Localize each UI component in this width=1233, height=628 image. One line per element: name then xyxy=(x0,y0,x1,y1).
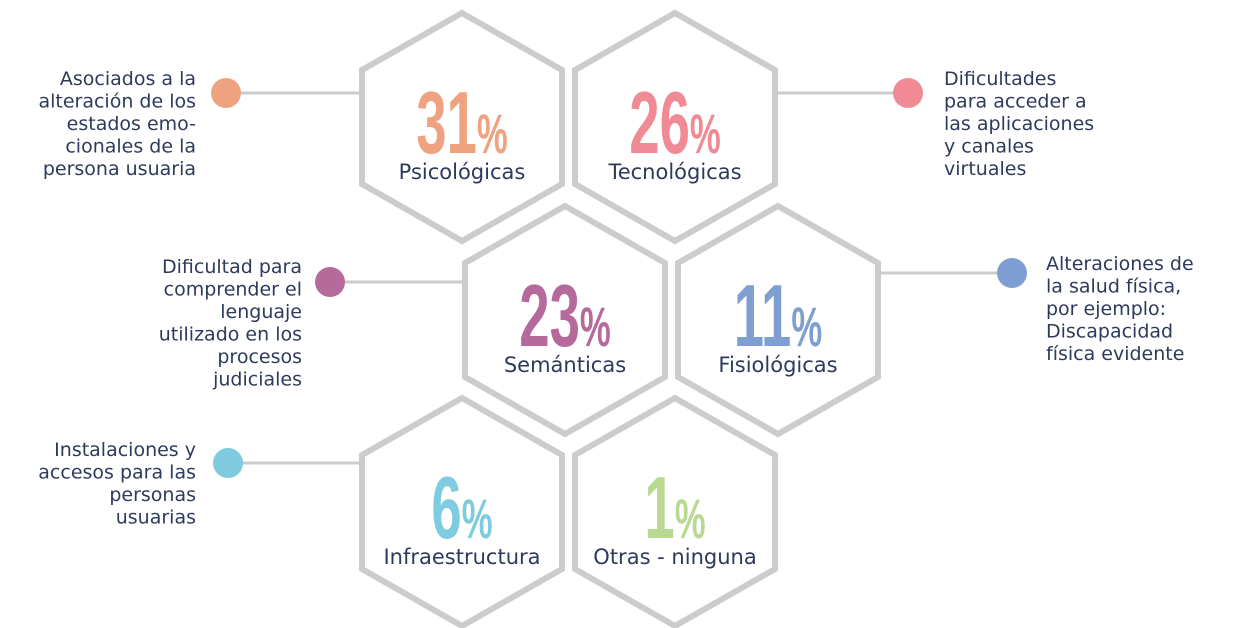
unit: % xyxy=(580,296,611,359)
description-line: Alteraciones de xyxy=(1046,253,1194,275)
description-line: las aplicaciones xyxy=(944,113,1094,135)
percentage: 6% xyxy=(431,459,492,558)
description-line: persona usuaria xyxy=(43,158,196,180)
description-line: lenguaje xyxy=(220,301,302,323)
percentage-text: 23% xyxy=(519,267,611,366)
description-line: Dificultad para xyxy=(162,256,302,278)
value: 11 xyxy=(734,267,792,366)
description-line: la salud física, xyxy=(1046,276,1181,298)
value: 26 xyxy=(629,74,690,173)
description-line: Instalaciones y xyxy=(54,439,196,461)
unit: % xyxy=(675,488,706,551)
hexagon xyxy=(572,394,778,628)
value: 6 xyxy=(431,459,461,558)
description-line: alteración de los xyxy=(38,91,196,113)
description-line: procesos xyxy=(217,346,302,368)
description: Dificultad para comprender el lenguaje util… xyxy=(159,256,302,391)
unit: % xyxy=(477,103,508,166)
description-line: por ejemplo: xyxy=(1046,298,1166,320)
hexagon xyxy=(572,9,778,245)
percentage-text: 11% xyxy=(734,267,823,366)
category-label: Tecnológicas xyxy=(607,160,741,184)
percentage-text: 6% xyxy=(431,459,492,558)
dot xyxy=(893,78,923,108)
hexagon xyxy=(359,9,565,245)
dot xyxy=(315,267,345,297)
description-line: física evidente xyxy=(1046,343,1184,365)
description-line: Dificultades xyxy=(944,68,1056,90)
percentage-text: 26% xyxy=(629,74,721,173)
description-line: para acceder a xyxy=(944,91,1087,113)
unit: % xyxy=(462,488,493,551)
unit: % xyxy=(690,103,721,166)
percentage-text: 31% xyxy=(416,74,508,173)
percentage: 23% xyxy=(519,267,611,366)
description-line: comprender el xyxy=(164,279,302,301)
percentage: 1% xyxy=(644,459,705,558)
value: 31 xyxy=(416,74,477,173)
category-label: Fisiológicas xyxy=(718,353,837,377)
category-label: Semánticas xyxy=(504,353,626,377)
value: 23 xyxy=(519,267,580,366)
description: Dificultades para acceder a las aplicacion… xyxy=(944,68,1094,180)
description: Instalaciones y accesos para las personas u… xyxy=(38,439,196,529)
hexagon xyxy=(359,394,565,628)
percentage-text: 1% xyxy=(644,459,705,558)
description-line: personas xyxy=(109,484,196,506)
description-line: Asociados a la xyxy=(60,68,196,90)
description-line: utilizado en los xyxy=(159,324,302,346)
dot xyxy=(997,258,1027,288)
dot xyxy=(213,448,243,478)
category-label: Infraestructura xyxy=(383,545,540,569)
description-line: y canales xyxy=(944,136,1034,158)
description-line: accesos para las xyxy=(38,462,196,484)
dot xyxy=(211,78,241,108)
unit: % xyxy=(791,296,822,359)
description-line: judiciales xyxy=(212,369,302,391)
description: Asociados a la alteración de los estados e… xyxy=(38,68,196,180)
hexagon xyxy=(462,202,668,438)
percentage: 31% xyxy=(416,74,508,173)
category-label: Psicológicas xyxy=(399,160,526,184)
percentage: 26% xyxy=(629,74,721,173)
category-label: Otras - ninguna xyxy=(593,545,756,569)
description-line: estados emo- xyxy=(67,113,196,135)
description-line: cionales de la xyxy=(65,136,196,158)
percentage: 11% xyxy=(734,267,823,366)
value: 1 xyxy=(644,459,674,558)
description-line: virtuales xyxy=(944,158,1026,180)
hexagon xyxy=(675,202,881,438)
description-line: usuarias xyxy=(116,507,196,529)
description-line: Discapacidad xyxy=(1046,321,1173,343)
description: Alteraciones de la salud física, por ejemp… xyxy=(1046,253,1194,365)
